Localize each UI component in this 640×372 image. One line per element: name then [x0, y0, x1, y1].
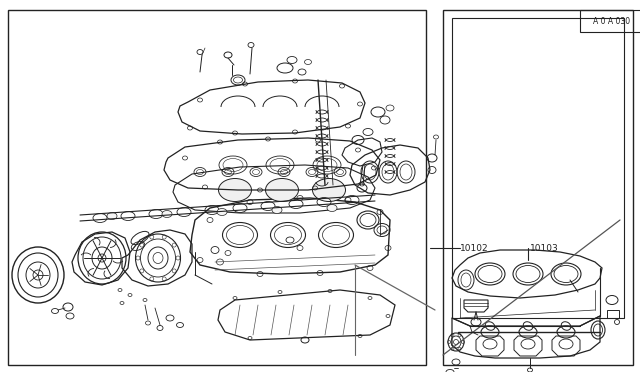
Bar [8, 10, 426, 365]
Ellipse shape [312, 179, 346, 202]
Text: 10103: 10103 [530, 244, 559, 253]
Ellipse shape [218, 179, 252, 202]
Ellipse shape [162, 211, 172, 218]
Ellipse shape [327, 205, 337, 212]
Ellipse shape [107, 212, 117, 219]
Bar [452, 18, 624, 318]
Ellipse shape [272, 206, 282, 214]
Text: A 0 A 030: A 0 A 030 [593, 16, 630, 26]
Text: 10102: 10102 [460, 244, 488, 253]
Ellipse shape [266, 179, 298, 202]
Ellipse shape [217, 208, 227, 215]
Bar [607, 310, 619, 318]
Bar [443, 10, 633, 365]
Bar [580, 10, 640, 32]
